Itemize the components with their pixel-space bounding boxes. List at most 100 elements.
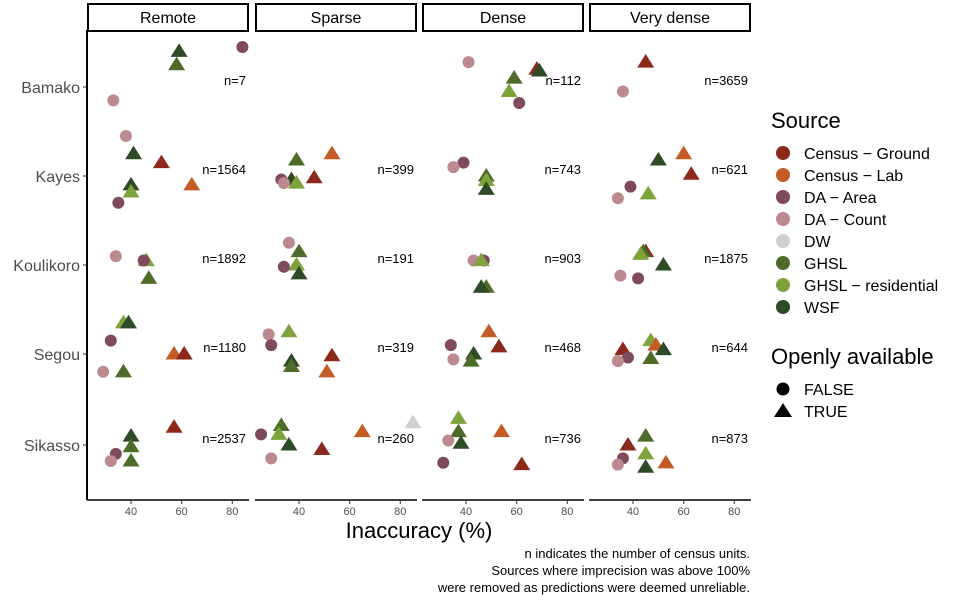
legend-swatch xyxy=(776,300,790,314)
data-points xyxy=(97,40,700,473)
data-point-circle xyxy=(104,455,117,468)
n-label: n=743 xyxy=(544,162,581,177)
n-label: n=112 xyxy=(545,73,581,88)
facet-strip xyxy=(87,3,249,32)
n-label: n=319 xyxy=(377,340,414,355)
data-point-triangle xyxy=(175,345,193,360)
n-labels: n=7 n=1564 n=1892 n=1180 n=2537 n=399 n=191 n=3… xyxy=(202,73,748,446)
legend-shape-title: Openly available xyxy=(771,344,934,369)
data-point-triangle xyxy=(639,185,657,200)
x-tick-label: 80 xyxy=(226,506,238,518)
data-point-triangle xyxy=(290,243,308,258)
legend-item-label: GHSL xyxy=(804,256,848,273)
legend-source-title: Source xyxy=(771,108,841,133)
n-label: n=1564 xyxy=(202,162,246,177)
data-point-triangle xyxy=(280,436,298,451)
data-point-triangle xyxy=(290,265,308,280)
n-label: n=468 xyxy=(544,340,581,355)
data-point-triangle xyxy=(122,452,140,467)
data-point-circle xyxy=(442,434,455,447)
caption-line: Sources where imprecision was above 100% xyxy=(491,563,750,578)
data-point-triangle xyxy=(642,350,660,364)
data-point-triangle xyxy=(472,252,490,267)
x-tick-label: 60 xyxy=(511,506,523,518)
legend-swatch xyxy=(776,234,790,248)
data-point-triangle xyxy=(619,436,637,451)
legend-item-label: TRUE xyxy=(804,404,848,421)
legend-swatch xyxy=(776,168,790,182)
legend-item-label: GHSL − residential xyxy=(804,278,938,295)
row-labels: Bamako Kayes Koulikoro Segou Sikasso xyxy=(13,80,87,455)
caption-line: n indicates the number of census units. xyxy=(525,546,750,561)
legend-swatch xyxy=(776,278,790,292)
data-point-triangle xyxy=(120,314,137,329)
data-point-circle xyxy=(265,339,278,352)
data-point-circle xyxy=(236,40,249,53)
n-label: n=873 xyxy=(711,431,748,446)
data-point-triangle xyxy=(122,176,140,191)
data-point-triangle xyxy=(637,445,655,460)
data-point-circle xyxy=(614,269,627,282)
legend-shape-triangle xyxy=(774,403,792,417)
legend-item-label: WSF xyxy=(804,300,840,317)
x-tick-label: 80 xyxy=(394,506,406,518)
row-label: Koulikoro xyxy=(13,258,80,275)
data-point-circle xyxy=(137,254,150,267)
facet-strip-label: Very dense xyxy=(630,10,710,27)
legend-item-label: FALSE xyxy=(804,382,854,399)
data-point-triangle xyxy=(323,347,341,362)
data-point-triangle xyxy=(472,279,490,293)
data-point-triangle xyxy=(168,56,186,71)
legend-item-label: DA − Area xyxy=(804,190,877,207)
data-point-triangle xyxy=(288,151,305,166)
n-label: n=260 xyxy=(377,431,414,446)
data-point-circle xyxy=(119,129,132,142)
x-tick-label: 80 xyxy=(728,506,740,518)
data-point-circle xyxy=(624,180,637,193)
facet-strip-label: Dense xyxy=(480,10,526,27)
data-point-triangle xyxy=(122,183,140,198)
data-point-circle xyxy=(513,97,526,110)
n-label: n=903 xyxy=(544,251,581,266)
data-point-triangle xyxy=(490,338,508,353)
x-tick-label: 60 xyxy=(678,506,690,518)
data-point-circle xyxy=(447,353,460,366)
data-point-circle xyxy=(112,196,125,209)
data-point-circle xyxy=(462,56,475,69)
data-point-triangle xyxy=(280,323,298,338)
data-point-triangle xyxy=(323,145,341,160)
caption-line: were removed as predictions were deemed … xyxy=(437,580,750,595)
x-axis-title: Inaccuracy (%) xyxy=(346,518,493,543)
data-point-circle xyxy=(444,339,457,352)
data-point-triangle xyxy=(654,256,672,271)
legend: Source Census − Ground Census − Lab DA − Ar… xyxy=(771,108,938,421)
legend-item-label: DW xyxy=(804,234,832,251)
data-point-triangle xyxy=(632,246,650,260)
facet-panels: Remote 40 60 80 Sparse 40 60 80 Dense 40 60 80 Very … xyxy=(86,3,751,518)
facet-strip-label: Remote xyxy=(140,10,196,27)
data-point-triangle xyxy=(654,341,672,356)
data-point-circle xyxy=(277,177,290,190)
data-point-circle xyxy=(262,328,275,341)
n-label: n=736 xyxy=(544,431,581,446)
data-point-triangle xyxy=(122,438,140,453)
data-point-circle xyxy=(611,355,624,368)
data-point-triangle xyxy=(125,145,143,160)
legend-swatch xyxy=(776,146,790,160)
data-point-triangle xyxy=(649,151,667,166)
caption: n indicates the number of census units. S… xyxy=(437,546,751,595)
n-label: n=1892 xyxy=(202,251,246,266)
x-tick-label: 40 xyxy=(460,506,472,518)
legend-item-label: DA − Count xyxy=(804,212,887,229)
data-point-triangle xyxy=(353,423,371,438)
data-point-triangle xyxy=(272,417,290,431)
legend-swatch xyxy=(776,190,790,204)
x-tick-label: 60 xyxy=(176,506,188,518)
data-point-circle xyxy=(632,272,645,285)
data-point-triangle xyxy=(492,423,510,438)
data-point-circle xyxy=(457,156,470,169)
data-point-circle xyxy=(621,351,634,364)
legend-shape-circle xyxy=(776,382,790,396)
data-point-circle xyxy=(611,458,624,471)
